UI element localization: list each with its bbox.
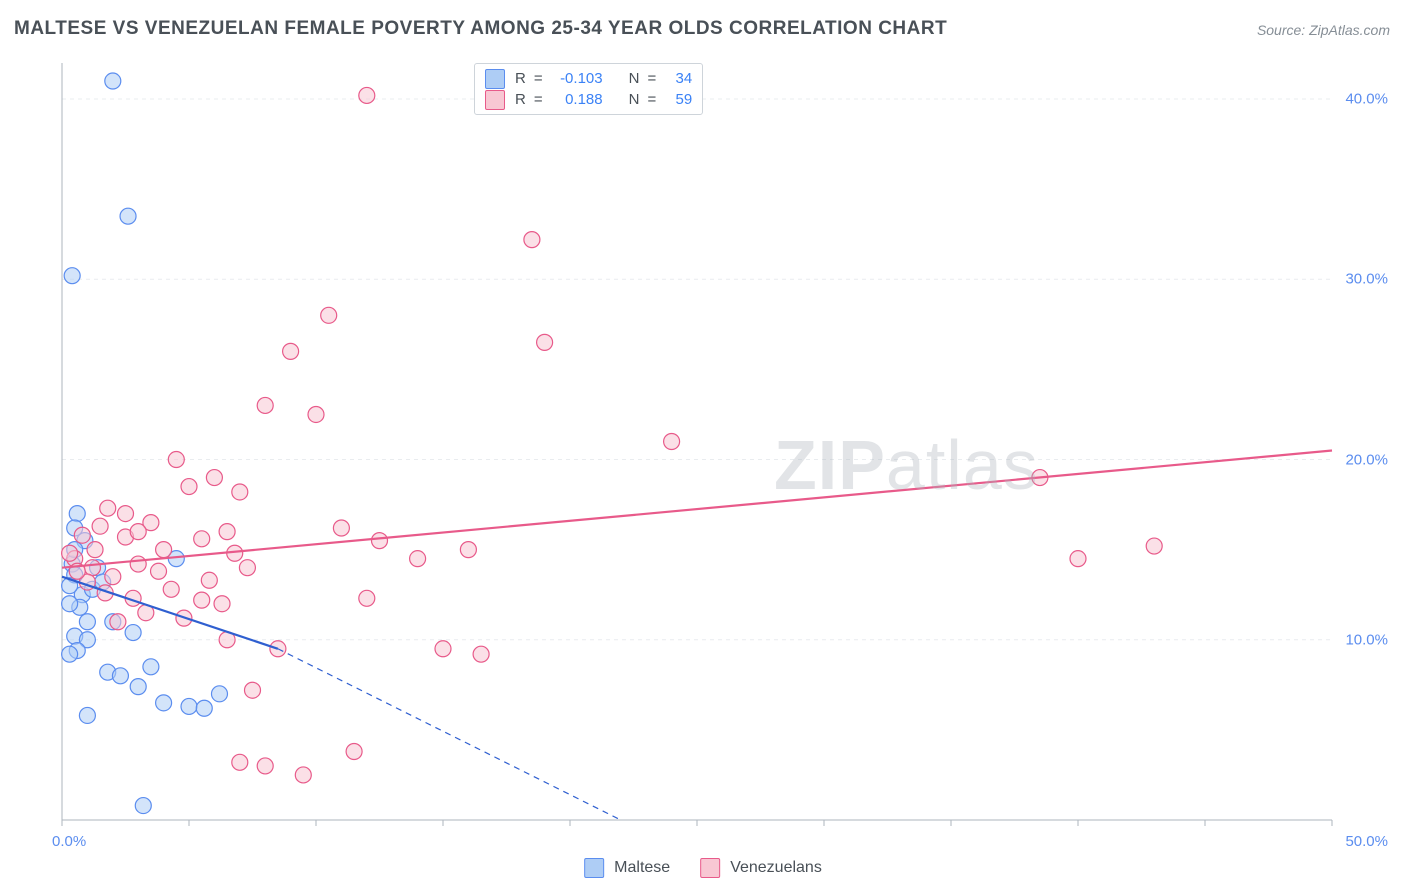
source-label: Source: ZipAtlas.com (1257, 22, 1390, 38)
legend-equals: = (534, 68, 543, 89)
legend-stat-row: R = -0.103 N = 34 (485, 68, 692, 89)
legend-item: Maltese (584, 858, 670, 878)
legend-equals: = (534, 89, 543, 110)
legend-r-label: R (515, 68, 526, 89)
legend-equals: = (647, 68, 656, 89)
legend-item: Venezuelans (700, 858, 822, 878)
scatter-plot-svg (54, 55, 1392, 828)
legend-swatch (700, 858, 720, 878)
legend-r-value: -0.103 (551, 68, 603, 89)
legend-swatch (485, 69, 505, 89)
x-tick-label: 0.0% (52, 833, 86, 850)
legend-r-label: R (515, 89, 526, 110)
legend-n-label: N (629, 68, 640, 89)
legend-series-label: Maltese (614, 859, 670, 877)
legend-n-value: 59 (664, 89, 692, 110)
legend-equals: = (647, 89, 656, 110)
y-tick-label: 40.0% (1345, 91, 1388, 108)
legend-n-value: 34 (664, 68, 692, 89)
y-tick-label: 10.0% (1345, 631, 1388, 648)
y-tick-label: 20.0% (1345, 451, 1388, 468)
legend-r-value: 0.188 (551, 89, 603, 110)
legend-series-label: Venezuelans (730, 859, 822, 877)
legend-stat-row: R = 0.188 N = 59 (485, 89, 692, 110)
series-legend: Maltese Venezuelans (584, 858, 822, 878)
legend-swatch (584, 858, 604, 878)
correlation-legend: R = -0.103 N = 34 R = 0.188 N = 59 (474, 63, 703, 115)
chart-title: MALTESE VS VENEZUELAN FEMALE POVERTY AMO… (14, 18, 947, 40)
x-tick-label: 50.0% (1345, 833, 1388, 850)
chart-area: Female Poverty Among 25-34 Year Olds ZIP… (14, 55, 1392, 878)
y-tick-label: 30.0% (1345, 271, 1388, 288)
legend-swatch (485, 90, 505, 110)
legend-n-label: N (629, 89, 640, 110)
